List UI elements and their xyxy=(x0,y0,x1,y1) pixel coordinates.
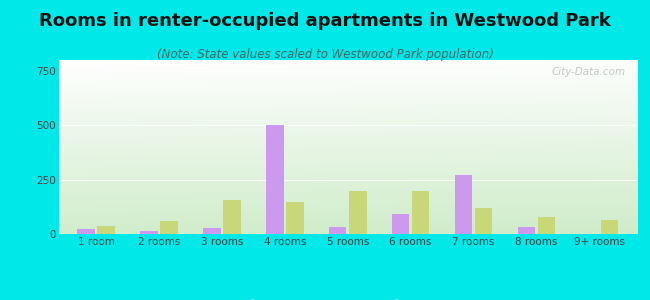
Legend: Westwood Park, Detroit: Westwood Park, Detroit xyxy=(234,295,462,300)
Bar xyxy=(517,227,535,234)
Bar xyxy=(454,175,473,234)
Bar xyxy=(203,228,221,234)
Bar xyxy=(223,200,241,234)
Bar xyxy=(474,208,493,234)
Text: Rooms in renter-occupied apartments in Westwood Park: Rooms in renter-occupied apartments in W… xyxy=(39,12,611,30)
Bar xyxy=(98,226,115,234)
Bar xyxy=(329,227,346,234)
Bar xyxy=(161,221,178,234)
Bar xyxy=(286,202,304,234)
Bar xyxy=(392,214,410,234)
Text: (Note: State values scaled to Westwood Park population): (Note: State values scaled to Westwood P… xyxy=(157,48,493,61)
Bar xyxy=(266,125,283,234)
Bar xyxy=(77,229,95,234)
Bar xyxy=(538,217,555,234)
Bar xyxy=(349,190,367,234)
Bar xyxy=(140,231,158,234)
Bar xyxy=(412,190,430,234)
Bar xyxy=(601,220,618,234)
Text: City-Data.com: City-Data.com xyxy=(551,67,625,77)
